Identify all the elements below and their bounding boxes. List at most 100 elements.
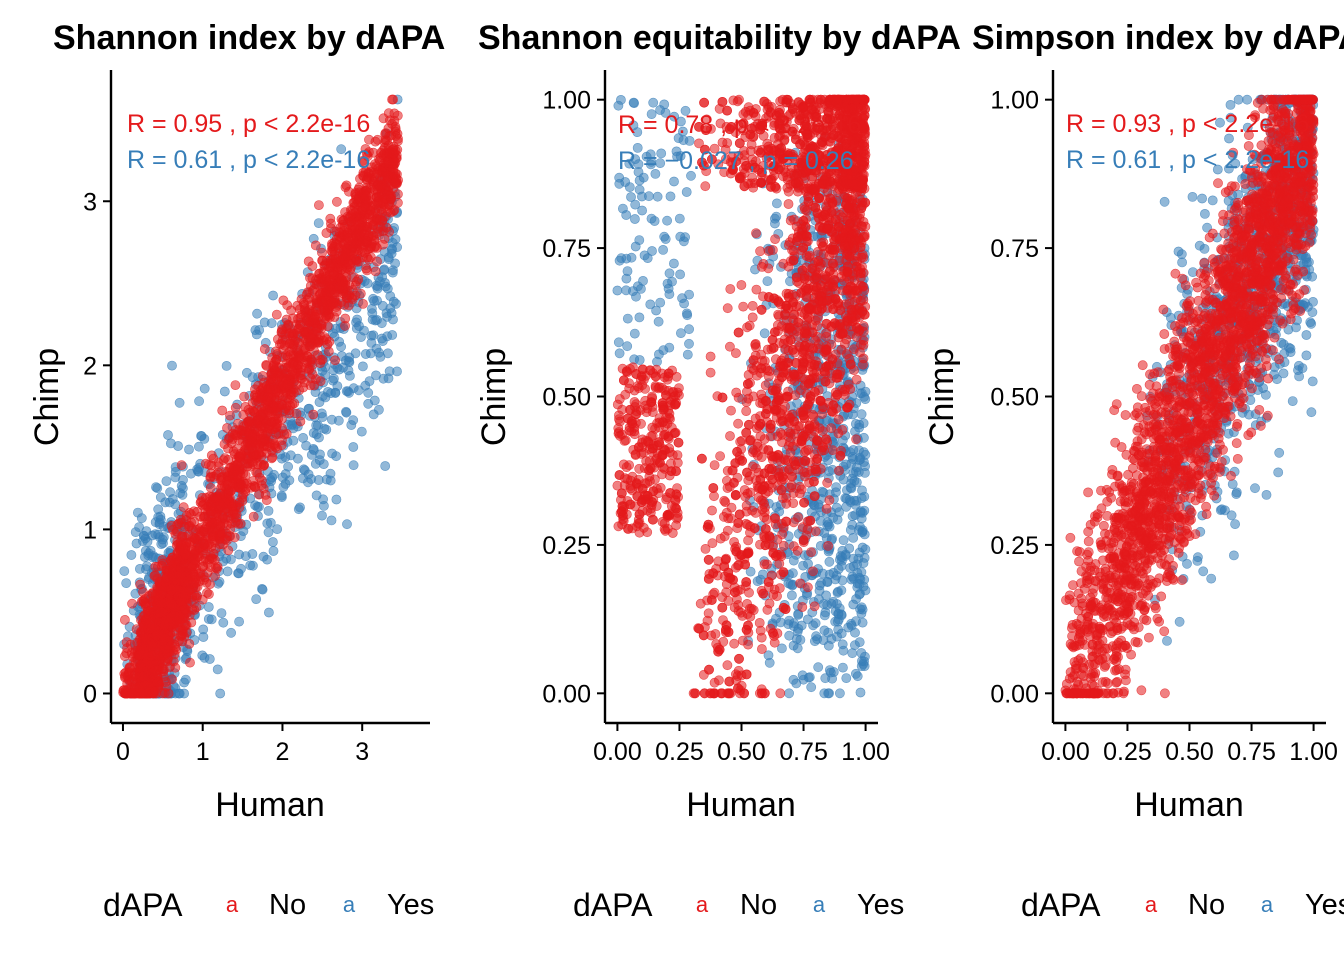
data-point <box>317 510 327 521</box>
data-point <box>628 97 639 108</box>
data-point <box>325 468 336 479</box>
data-point <box>792 643 803 654</box>
data-point <box>860 386 871 397</box>
data-point <box>387 267 398 278</box>
data-point <box>211 469 222 480</box>
data-point <box>220 504 230 515</box>
data-point <box>311 274 321 285</box>
data-point <box>667 276 677 287</box>
data-point <box>341 386 352 396</box>
data-point <box>361 236 371 246</box>
data-point <box>151 482 161 492</box>
data-point <box>170 499 181 510</box>
data-point <box>346 245 357 256</box>
data-point <box>847 511 858 522</box>
data-point <box>216 608 227 618</box>
data-point <box>856 602 867 613</box>
data-point <box>639 250 650 261</box>
data-point <box>234 616 244 627</box>
data-point <box>316 408 327 419</box>
data-point <box>125 662 136 673</box>
data-point <box>312 323 322 334</box>
data-point <box>263 505 274 516</box>
data-point <box>669 176 679 187</box>
data-point <box>798 560 808 571</box>
data-point <box>223 545 234 556</box>
data-point <box>621 210 632 220</box>
data-point <box>308 409 319 420</box>
data-point <box>234 549 244 560</box>
data-point <box>139 552 150 562</box>
data-point <box>307 369 318 380</box>
data-point <box>856 648 867 658</box>
data-point <box>819 610 830 621</box>
panel-1-x-axis-title: Human <box>215 786 325 824</box>
data-point <box>653 316 664 327</box>
data-point <box>846 458 857 469</box>
data-point <box>374 276 385 287</box>
data-point <box>153 504 164 515</box>
y-tick-label: 3 <box>83 188 97 216</box>
panel-1-title: Shannon index by dAPA <box>53 19 445 57</box>
data-point <box>285 450 296 461</box>
data-point <box>838 662 848 673</box>
data-point <box>343 258 354 269</box>
data-point <box>295 370 306 381</box>
data-point <box>217 405 228 416</box>
data-point <box>764 657 775 668</box>
data-point <box>859 491 870 502</box>
data-point <box>634 175 645 186</box>
data-point <box>813 662 824 673</box>
data-point <box>161 476 172 486</box>
data-point <box>831 570 842 581</box>
data-point <box>218 617 229 628</box>
data-point <box>321 424 332 435</box>
data-point <box>320 281 330 292</box>
data-point <box>192 581 203 592</box>
data-point <box>679 298 689 309</box>
data-point <box>261 495 272 506</box>
data-point <box>192 464 203 475</box>
data-point <box>263 527 274 538</box>
data-point <box>646 213 657 224</box>
data-point <box>372 134 383 145</box>
data-point <box>387 330 398 340</box>
data-point <box>854 452 865 463</box>
data-point <box>288 387 299 398</box>
data-point <box>176 460 187 470</box>
data-point <box>331 494 342 505</box>
data-point <box>252 426 263 436</box>
data-point <box>168 656 179 667</box>
data-point <box>622 313 633 324</box>
data-point <box>772 198 782 209</box>
data-point <box>171 611 181 622</box>
data-point <box>832 514 843 525</box>
data-point <box>131 538 142 549</box>
data-point <box>367 201 378 211</box>
data-point <box>348 415 359 426</box>
data-point <box>855 687 866 698</box>
data-point <box>854 637 865 647</box>
data-point <box>315 355 326 365</box>
data-point <box>247 443 257 454</box>
data-point <box>367 314 378 325</box>
data-point <box>189 506 199 517</box>
data-point <box>792 626 803 637</box>
data-point <box>351 194 361 204</box>
data-point <box>762 276 773 286</box>
data-point <box>385 193 396 204</box>
data-point <box>235 448 246 459</box>
data-point <box>784 615 795 626</box>
x-tick-label: 2 <box>276 738 290 766</box>
panel-1-stat-no: R = 0.95 , p < 2.2e-16 <box>127 110 370 138</box>
data-point <box>361 175 372 186</box>
data-point <box>835 688 845 699</box>
data-point <box>317 247 327 258</box>
data-point <box>614 255 625 266</box>
y-tick-label: 1 <box>83 516 97 544</box>
data-point <box>784 630 795 641</box>
data-point <box>256 395 267 405</box>
data-point <box>314 432 324 443</box>
data-point <box>134 650 145 661</box>
data-point <box>273 413 284 424</box>
